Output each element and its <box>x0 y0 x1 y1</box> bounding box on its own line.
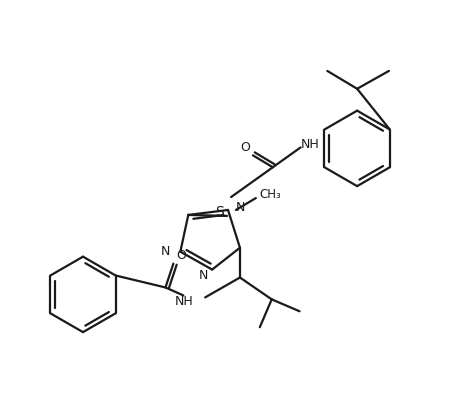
Text: S: S <box>215 205 224 219</box>
Text: O: O <box>176 249 186 262</box>
Text: N: N <box>161 245 170 258</box>
Text: N: N <box>199 269 208 282</box>
Text: CH₃: CH₃ <box>260 187 281 201</box>
Text: NH: NH <box>175 295 193 308</box>
Text: NH: NH <box>301 138 320 151</box>
Text: O: O <box>240 141 250 154</box>
Text: N: N <box>236 201 245 215</box>
